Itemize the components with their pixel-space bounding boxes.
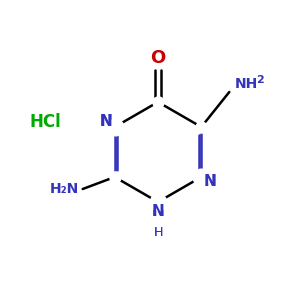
Text: N: N [204, 175, 216, 190]
Text: O: O [150, 49, 166, 67]
Text: N: N [152, 205, 164, 220]
Text: H: H [153, 226, 163, 239]
Text: HCl: HCl [29, 113, 61, 131]
Text: H₂N: H₂N [50, 182, 79, 196]
Text: H: H [153, 226, 163, 239]
Text: N: N [152, 205, 164, 220]
Text: N: N [100, 115, 112, 130]
Text: N: N [204, 175, 216, 190]
Text: NH: NH [234, 77, 258, 91]
Text: 2: 2 [256, 75, 264, 85]
Text: N: N [100, 115, 112, 130]
